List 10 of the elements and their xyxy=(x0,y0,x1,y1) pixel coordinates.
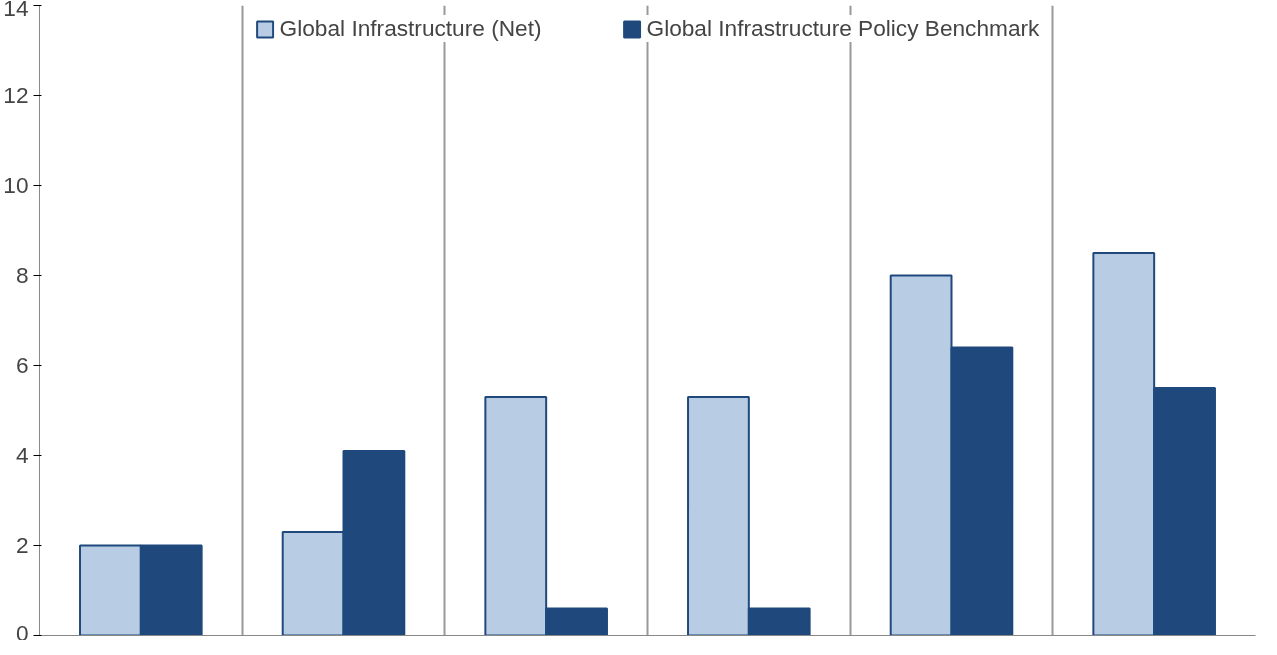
y-tick-label: 12 xyxy=(3,82,29,108)
legend-label: Global Infrastructure Policy Benchmark xyxy=(646,15,1040,42)
y-tick-label: 8 xyxy=(15,262,29,288)
y-tick-label: 6 xyxy=(15,352,29,378)
y-tick-label: 4 xyxy=(15,442,29,468)
y-tick-label: 0 xyxy=(15,619,29,646)
y-tick-label: 2 xyxy=(15,532,29,558)
y-tick-label: 10 xyxy=(3,172,29,198)
y-tick-label: 14 xyxy=(3,0,29,21)
legend-label: Global Infrastructure (Net) xyxy=(279,15,542,42)
